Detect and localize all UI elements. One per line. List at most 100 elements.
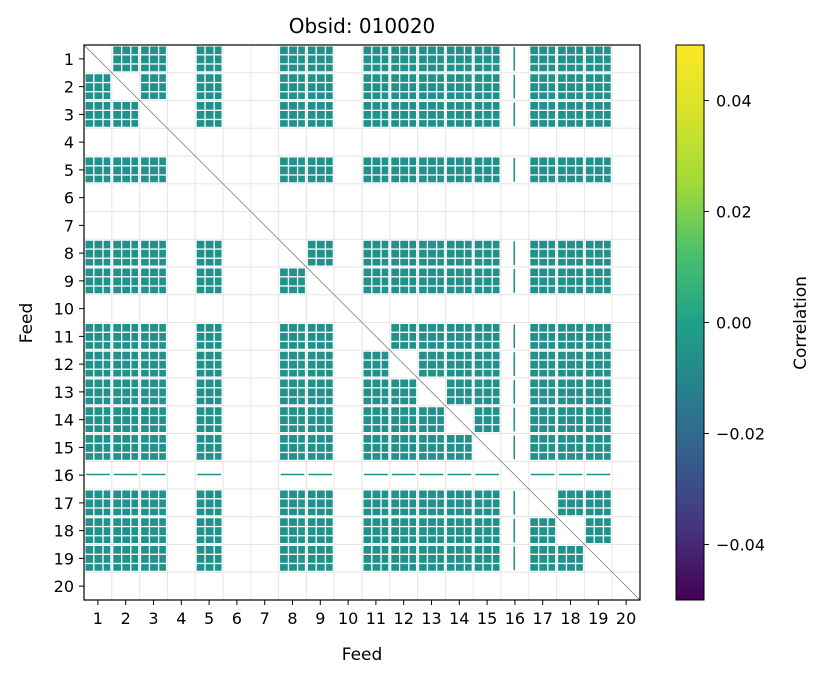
heatmap-cell [556,322,585,351]
heatmap-cell [278,378,307,406]
heatmap-cell [513,518,516,543]
heatmap-cell [139,433,168,462]
heatmap-cell [111,489,140,517]
heatmap-cell [84,516,112,545]
heatmap-cell [195,516,223,545]
y-tick-label: 13 [54,383,74,402]
heatmap-cell [513,324,516,349]
heatmap-cell [447,473,472,476]
diagonal-cell [389,349,418,379]
heatmap-cell [513,380,516,404]
heatmap-cell [584,322,613,351]
heatmap-cell [584,378,613,406]
heatmap-cell [584,405,613,434]
heatmap-cell [84,489,112,517]
heatmap-cell [391,473,416,476]
heatmap-cell [556,267,585,295]
heatmap-cell [528,544,557,573]
heatmap-cell [139,378,168,406]
heatmap-cell [528,100,557,129]
heatmap-cell [528,322,557,351]
heatmap-cell [306,405,335,434]
heatmap-cell [111,156,140,184]
heatmap-cell [584,433,613,462]
diagonal-cell [500,460,530,490]
heatmap-cell [362,239,390,267]
heatmap-cell [278,350,307,378]
heatmap-cell [84,239,112,267]
heatmap-cell [84,72,112,101]
heatmap-cell [473,516,501,545]
colorbar-tick-label: 0.02 [716,203,752,222]
heatmap-cell [417,544,446,573]
diagonal-cell [472,433,502,462]
y-axis-label: Feed [17,303,37,344]
heatmap-cell [195,322,223,351]
heatmap-cell [528,405,557,434]
heatmap-cell [84,544,112,573]
colorbar-tick-label: −0.04 [716,536,765,555]
heatmap-cell [528,267,557,295]
y-tick-label: 1 [64,50,74,69]
heatmap-cell [513,74,516,99]
heatmap-cell [513,158,516,182]
diagonal-cell [222,183,252,212]
heatmap-cell [306,433,335,462]
heatmap-cell [445,100,474,129]
heatmap-cell [139,267,168,295]
heatmap-cell [417,100,446,129]
heatmap-cell [306,544,335,573]
heatmap-cells [84,45,613,573]
heatmap-cell [513,435,516,460]
heatmap-cell [141,473,166,476]
heatmap-cell [584,45,613,73]
heatmap-cell [513,241,516,265]
heatmap-cell [556,100,585,129]
heatmap-cell [362,72,390,101]
chart-title: Obsid: 010020 [289,14,436,38]
heatmap-cell [513,352,516,376]
heatmap-cell [306,239,335,267]
plot-frame [83,44,641,601]
heatmap-cell [473,100,501,129]
heatmap-cell [139,72,168,101]
heatmap-cell [278,405,307,434]
heatmap-cell [362,433,390,462]
heatmap-cell [139,350,168,378]
heatmap-cell [195,405,223,434]
x-tick-label: 8 [287,609,297,628]
heatmap-cell [195,433,223,462]
heatmap-cell [584,72,613,101]
heatmap-cell [84,322,112,351]
heatmap-cell [306,489,335,517]
colorbar-tick-label: 0.04 [716,92,752,111]
heatmap-cell [417,350,446,378]
x-tick-label: 20 [616,609,636,628]
heatmap-cell [195,100,223,129]
diagonal-cell [361,322,391,351]
heatmap-cell [445,516,474,545]
y-tick-label: 18 [54,522,74,541]
heatmap-cell [111,45,140,73]
diagonal-cell [167,127,196,157]
heatmap-cell [195,378,223,406]
heatmap-cell [84,156,112,184]
heatmap-cell [556,350,585,378]
diagonal-cell [556,516,585,545]
diagonal-cell [84,45,113,74]
heatmap-cell [419,473,444,476]
heatmap-cell [530,473,555,476]
heatmap-cell [473,322,501,351]
heatmap-cell [362,267,390,295]
heatmap-cell [306,516,335,545]
x-tick-label: 6 [232,609,242,628]
heatmap-cell [278,156,307,184]
heatmap-cell [513,491,516,515]
heatmap-cell [306,45,335,73]
heatmap-cell [362,405,390,434]
heatmap-cell [389,544,418,573]
heatmap-cell [556,239,585,267]
y-tick-label: 19 [54,549,74,568]
x-tick-label: 4 [176,609,186,628]
